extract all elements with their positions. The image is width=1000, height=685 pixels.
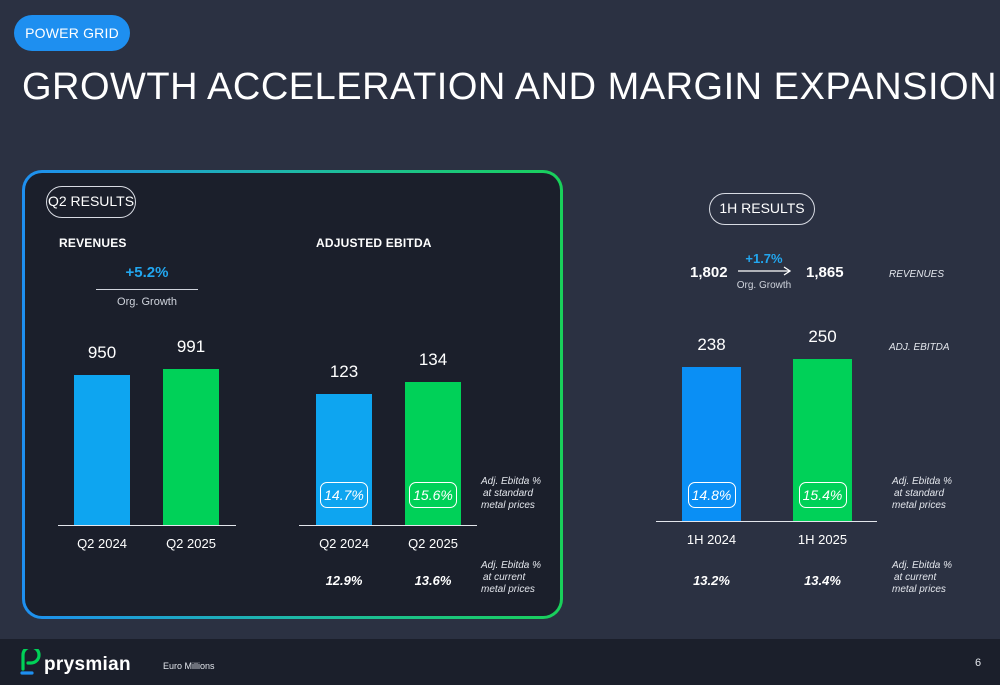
prysmian-logo-icon: [19, 645, 41, 677]
1h-ebitda-margin-current: 13.2%: [693, 573, 730, 588]
ebitda-margin-current: 12.9%: [325, 573, 363, 588]
1h-ebitda-bar: [682, 366, 741, 521]
revenues-bar-value: 950: [87, 343, 117, 363]
1h-note-current: Adj. Ebitda % at current metal prices: [892, 560, 953, 595]
ebitda-margin-standard: 15.6%: [409, 482, 457, 508]
1h-ebitda-category-label: 1H 2025: [797, 532, 848, 547]
ebitda-category-label: Q2 2025: [408, 536, 458, 551]
revenues-bar: [163, 368, 219, 525]
1h-ebitda-margin-current: 13.4%: [804, 573, 841, 588]
revenues-side-label: REVENUES: [889, 269, 945, 280]
1h-growth-value: +1.7%: [745, 251, 783, 266]
1h-ebitda-margin-standard: 14.8%: [687, 482, 736, 508]
1h-ebitda-bar-value: 250: [808, 327, 837, 347]
q2-note-standard: Adj. Ebitda % at standard metal prices: [481, 476, 542, 511]
revenues-heading: REVENUES: [59, 236, 127, 250]
1h-ebitda-bar: [793, 359, 852, 521]
revenues-bar: [74, 375, 130, 525]
revenues-bar-value: 991: [176, 336, 206, 356]
1h-ebitda-margin-standard: 15.4%: [798, 482, 847, 508]
segment-tag: POWER GRID: [14, 15, 130, 51]
1h-revenue-2024: 1,802: [690, 264, 728, 281]
ebitda-side-label: ADJ. EBITDA: [889, 342, 950, 353]
q2-growth-value: +5.2%: [125, 264, 169, 281]
growth-arrow-icon: [738, 266, 793, 276]
ebitda-bar-value: 134: [418, 350, 448, 370]
q2-results-pill: Q2 RESULTS: [46, 186, 136, 218]
1h-growth-label: Org. Growth: [736, 280, 792, 291]
1h-revenue-2025: 1,865: [806, 264, 844, 281]
prysmian-logo-text: prysmian: [44, 654, 131, 675]
ebitda-heading: ADJUSTED EBITDA: [316, 236, 432, 250]
growth-divider: [96, 289, 198, 290]
q2-note-current: Adj. Ebitda % at current metal prices: [481, 560, 542, 595]
revenues-axis-line: [58, 525, 236, 526]
ebitda-axis-line: [299, 525, 477, 526]
footer: [0, 639, 1000, 685]
ebitda-category-label: Q2 2024: [319, 536, 369, 551]
ebitda-bar-value: 123: [329, 362, 359, 381]
1h-results-pill: 1H RESULTS: [709, 193, 815, 225]
page-title: GROWTH ACCELERATION AND MARGIN EXPANSION: [22, 66, 998, 108]
1h-note-standard: Adj. Ebitda % at standard metal prices: [892, 476, 953, 511]
1h-ebitda-category-label: 1H 2024: [686, 532, 737, 547]
1h-axis-line: [656, 521, 877, 522]
ebitda-margin-standard: 14.7%: [320, 482, 368, 508]
revenues-category-label: Q2 2024: [77, 536, 127, 551]
ebitda-margin-current: 13.6%: [414, 573, 452, 588]
q2-growth-label: Org. Growth: [117, 296, 177, 308]
unit-label: Euro Millions: [163, 661, 215, 671]
1h-ebitda-bar-value: 238: [697, 334, 726, 354]
page-number: 6: [975, 657, 982, 669]
revenues-category-label: Q2 2025: [166, 536, 216, 551]
